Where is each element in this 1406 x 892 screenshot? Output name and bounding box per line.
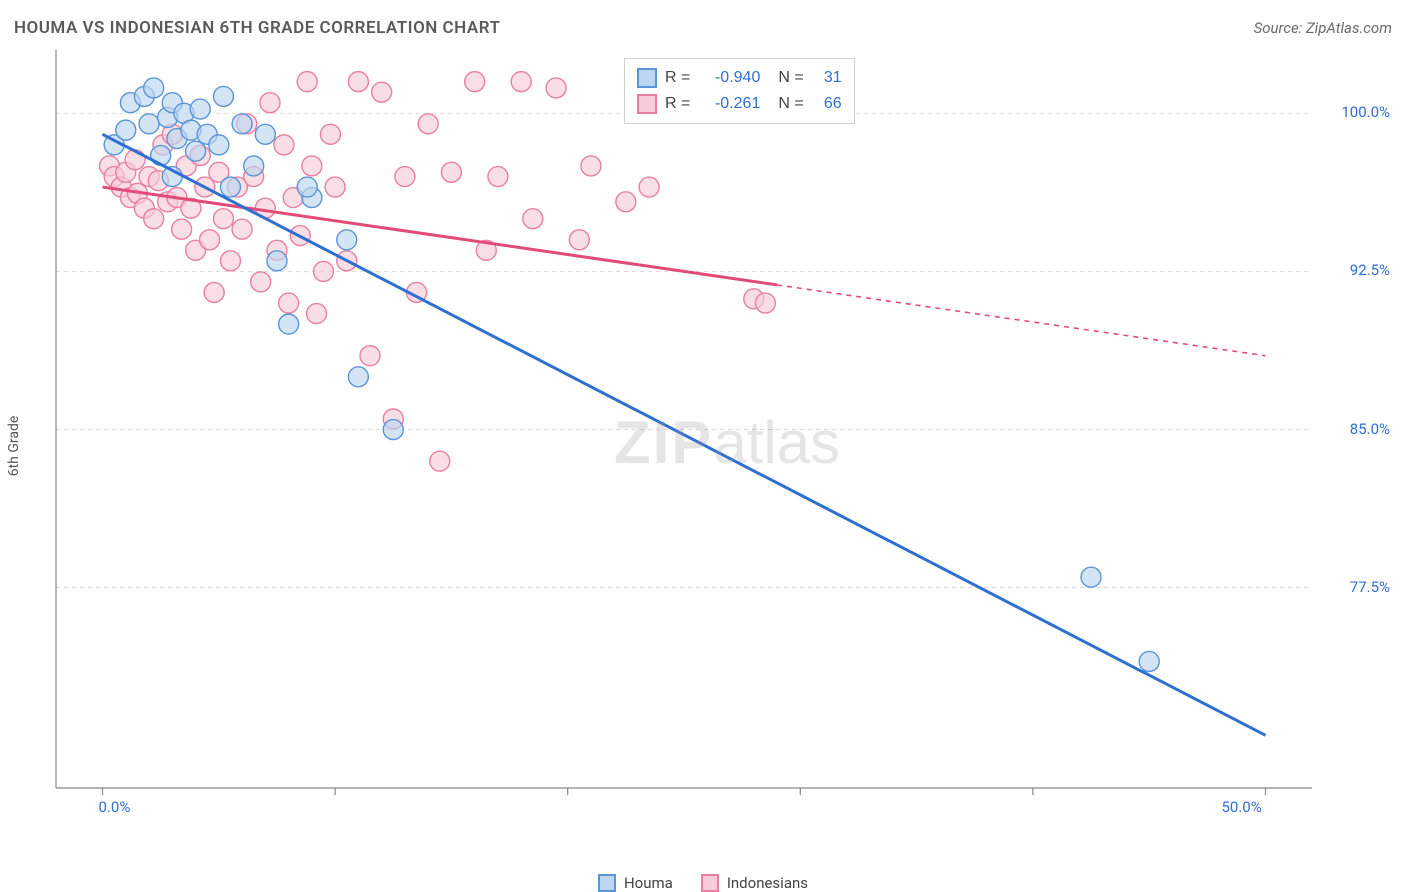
legend-item: Indonesians [701, 874, 808, 892]
legend-r-value: -0.940 [698, 65, 760, 91]
legend-swatch [701, 874, 719, 892]
legend-swatch [598, 874, 616, 892]
legend-series-name: Houma [624, 874, 673, 892]
y-tick-label: 100.0% [1341, 103, 1390, 121]
legend-item: Houma [598, 874, 673, 892]
scatter-plot-svg [54, 48, 1392, 816]
legend-n-label: N = [778, 91, 803, 117]
legend-r-label: R = [665, 65, 690, 91]
legend-n-label: N = [778, 65, 803, 91]
y-axis-label: 6th Grade [6, 416, 22, 477]
chart-container: R =-0.940N =31R =-0.261N =66 ZIPatlas 77… [54, 48, 1392, 816]
x-tick-label: 50.0% [1221, 798, 1261, 816]
source-attribution: Source: ZipAtlas.com [1254, 19, 1392, 37]
correlation-legend: R = -0.940 N = 31 R = -0.261 N = 66 [624, 58, 855, 124]
legend-n-value: 66 [812, 91, 842, 117]
legend-swatch [637, 94, 657, 114]
y-tick-label: 92.5% [1350, 261, 1390, 279]
legend-stats-row: R = -0.940 N = 31 [637, 65, 842, 91]
y-tick-label: 77.5% [1350, 578, 1390, 596]
legend-swatch [637, 68, 657, 88]
y-tick-label: 85.0% [1350, 420, 1390, 438]
x-tick-label: 0.0% [99, 798, 131, 816]
legend-series-name: Indonesians [727, 874, 808, 892]
legend-stats-row: R = -0.261 N = 66 [637, 91, 842, 117]
legend-r-label: R = [665, 91, 690, 117]
legend-r-value: -0.261 [698, 91, 760, 117]
legend-n-value: 31 [812, 65, 842, 91]
chart-title: HOUMA VS INDONESIAN 6TH GRADE CORRELATIO… [14, 18, 500, 38]
series-legend: Houma Indonesians [0, 874, 1406, 892]
